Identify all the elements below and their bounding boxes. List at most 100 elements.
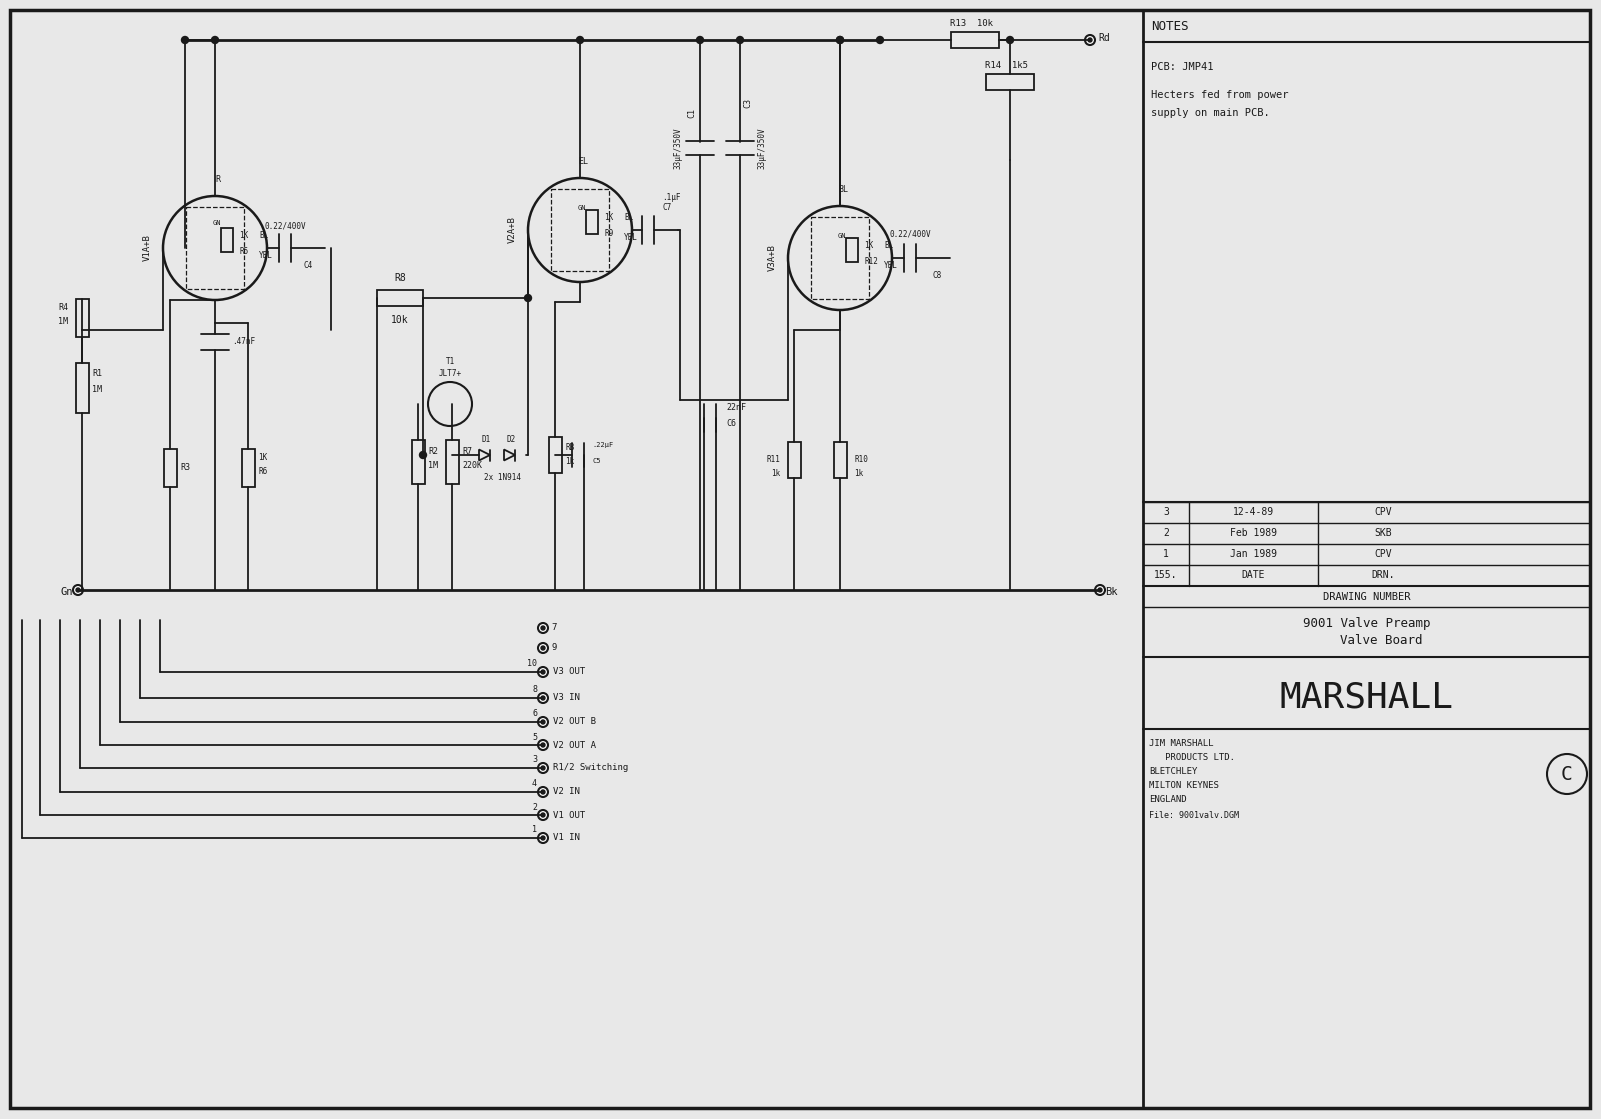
- Text: R2: R2: [427, 448, 439, 457]
- Text: GN: GN: [578, 205, 586, 211]
- Text: 9001 Valve Preamp: 9001 Valve Preamp: [1303, 618, 1430, 630]
- Text: V1 IN: V1 IN: [552, 834, 580, 843]
- Text: V1 OUT: V1 OUT: [552, 810, 586, 819]
- Circle shape: [541, 790, 544, 794]
- Text: DRAWING NUMBER: DRAWING NUMBER: [1322, 592, 1410, 602]
- Text: YEL: YEL: [624, 234, 637, 243]
- Circle shape: [736, 37, 743, 44]
- Text: C4: C4: [303, 262, 312, 271]
- Text: T1: T1: [445, 357, 455, 367]
- Text: JIM MARSHALL: JIM MARSHALL: [1150, 739, 1214, 747]
- Circle shape: [75, 587, 80, 592]
- Circle shape: [696, 37, 703, 44]
- Text: BL: BL: [624, 214, 634, 223]
- Bar: [549, 438, 562, 473]
- Text: 1K: 1K: [604, 214, 613, 223]
- Circle shape: [541, 814, 544, 817]
- Text: MARSHALL: MARSHALL: [1279, 680, 1454, 714]
- Text: MILTON KEYNES: MILTON KEYNES: [1150, 781, 1218, 790]
- Bar: [221, 228, 234, 252]
- Text: 1M: 1M: [91, 386, 102, 395]
- Text: R7: R7: [463, 448, 472, 457]
- Bar: [376, 290, 423, 305]
- Text: ENGLAND: ENGLAND: [1150, 794, 1186, 803]
- Text: C: C: [1561, 764, 1572, 783]
- Text: R13  10k: R13 10k: [949, 19, 993, 28]
- Text: R1: R1: [91, 369, 102, 378]
- Text: R4: R4: [58, 303, 67, 312]
- Text: 22nF: 22nF: [725, 404, 746, 413]
- Text: R3: R3: [179, 463, 191, 472]
- Text: V3 IN: V3 IN: [552, 694, 580, 703]
- Text: V2 OUT A: V2 OUT A: [552, 741, 596, 750]
- Text: R1/2 Switching: R1/2 Switching: [552, 763, 628, 772]
- Bar: [445, 440, 458, 485]
- Circle shape: [541, 743, 544, 747]
- Circle shape: [211, 37, 218, 44]
- Circle shape: [538, 623, 548, 633]
- Text: V3 OUT: V3 OUT: [552, 668, 586, 677]
- Bar: [411, 440, 424, 485]
- Text: 0.22/400V: 0.22/400V: [264, 222, 306, 231]
- Text: 1M: 1M: [58, 318, 67, 327]
- Text: 1K: 1K: [239, 232, 248, 241]
- Circle shape: [541, 646, 544, 650]
- Text: 1k: 1k: [565, 457, 575, 466]
- Text: V2A+B: V2A+B: [508, 217, 517, 244]
- Circle shape: [74, 585, 83, 595]
- Text: 1: 1: [532, 826, 536, 835]
- Bar: [951, 32, 999, 48]
- Circle shape: [541, 720, 544, 724]
- Text: Feb 1989: Feb 1989: [1230, 528, 1276, 538]
- Text: 2: 2: [1162, 528, 1169, 538]
- Text: C3: C3: [743, 98, 752, 109]
- Text: 1k: 1k: [853, 470, 863, 479]
- Text: 3: 3: [532, 755, 536, 764]
- Text: R14  1k5: R14 1k5: [985, 62, 1028, 70]
- Text: 2: 2: [532, 802, 536, 811]
- Text: V1A+B: V1A+B: [142, 235, 152, 262]
- Text: 5: 5: [532, 733, 536, 742]
- Text: 12-4-89: 12-4-89: [1233, 507, 1273, 517]
- Bar: [75, 299, 88, 337]
- Text: CPV: CPV: [1374, 549, 1391, 560]
- Text: 1: 1: [1162, 549, 1169, 560]
- Text: .22μF: .22μF: [592, 442, 613, 448]
- Circle shape: [541, 836, 544, 840]
- Text: RB: RB: [565, 442, 575, 451]
- Text: C6: C6: [725, 420, 736, 429]
- Circle shape: [538, 740, 548, 750]
- Circle shape: [541, 767, 544, 770]
- Bar: [75, 363, 88, 413]
- Text: BL: BL: [259, 232, 269, 241]
- Text: R8: R8: [394, 273, 407, 283]
- Text: GN: GN: [837, 233, 847, 239]
- Circle shape: [836, 37, 844, 44]
- Circle shape: [541, 696, 544, 700]
- Bar: [845, 238, 858, 262]
- Text: Rd: Rd: [1098, 32, 1109, 43]
- Text: BLETCHLEY: BLETCHLEY: [1150, 767, 1198, 775]
- Text: EL: EL: [578, 158, 588, 167]
- Circle shape: [538, 693, 548, 703]
- Circle shape: [538, 643, 548, 653]
- Text: 8: 8: [532, 686, 536, 695]
- Bar: [834, 442, 847, 478]
- Text: Valve Board: Valve Board: [1310, 633, 1423, 647]
- Text: R6: R6: [258, 468, 267, 477]
- Text: YEL: YEL: [884, 262, 898, 271]
- Bar: [551, 189, 608, 271]
- Bar: [242, 449, 255, 487]
- Text: 7: 7: [551, 623, 557, 632]
- Text: 2x 1N914: 2x 1N914: [484, 472, 520, 481]
- Text: R12: R12: [865, 256, 877, 265]
- Circle shape: [538, 717, 548, 727]
- Circle shape: [1085, 35, 1095, 45]
- Text: GN: GN: [213, 220, 221, 226]
- Text: NOTES: NOTES: [1151, 19, 1188, 32]
- Text: R9: R9: [604, 228, 613, 237]
- Text: V2 IN: V2 IN: [552, 788, 580, 797]
- Circle shape: [525, 294, 532, 301]
- Bar: [788, 442, 800, 478]
- Circle shape: [538, 667, 548, 677]
